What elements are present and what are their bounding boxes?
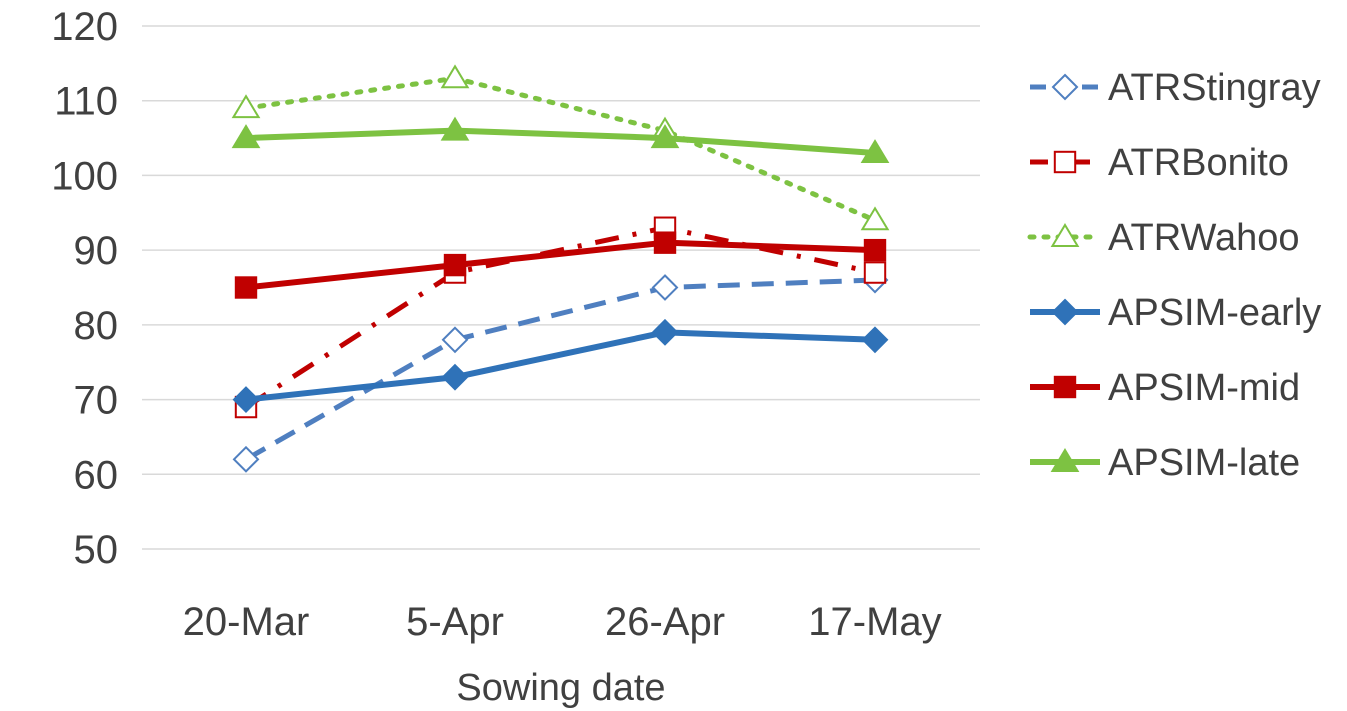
y-tick-label: 80 (74, 304, 119, 348)
legend-item: APSIM-late (1030, 442, 1300, 484)
series-line (245, 127, 876, 157)
data-point (861, 326, 889, 354)
x-axis-title: Sowing date (456, 667, 665, 709)
legend-item: ATRBonito (1030, 142, 1289, 184)
data-point (650, 124, 680, 149)
data-point (860, 139, 890, 164)
legend-item: ATRStingray (1030, 67, 1321, 109)
data-point (863, 238, 887, 262)
legend-marker (1050, 448, 1080, 472)
data-point (651, 318, 679, 346)
data-point (234, 276, 258, 299)
data-point (231, 94, 261, 119)
series-atrstingray (232, 266, 889, 473)
series-line (244, 225, 876, 410)
legend-label: APSIM-late (1108, 442, 1300, 484)
data-point (231, 124, 261, 149)
data-point (440, 116, 470, 141)
series-lines (231, 64, 890, 473)
legend-marker (1051, 73, 1079, 101)
data-point (651, 274, 679, 301)
legend: ATRStingray ATRBonito ATRWahoo APSIM-early A… (1027, 67, 1321, 484)
series-apsim-mid (234, 231, 887, 299)
data-point (863, 261, 887, 284)
x-tick-label: 17-May (808, 600, 941, 644)
legend-item: APSIM-early (1030, 292, 1321, 334)
y-tick-label: 100 (51, 154, 118, 198)
legend-label: APSIM-mid (1108, 367, 1300, 409)
x-tick-label: 5-Apr (406, 600, 504, 644)
series-line (245, 329, 876, 403)
series-apsim-late (231, 116, 890, 164)
legend-marker (1053, 150, 1077, 174)
data-point (441, 363, 469, 391)
x-tick-label: 20-Mar (183, 600, 310, 644)
y-tick-label: 70 (74, 379, 119, 423)
legend-marker (1050, 223, 1080, 247)
y-tick-label: 90 (74, 229, 119, 273)
data-point (232, 386, 260, 413)
series-line (245, 239, 876, 291)
y-tick-label: 60 (74, 453, 119, 497)
y-axis-tick-labels: 50 60 70 80 90 100 110 120 (51, 5, 118, 572)
legend-marker (1051, 298, 1079, 326)
data-point (860, 206, 890, 231)
data-point (441, 326, 469, 354)
legend-marker (1053, 375, 1077, 399)
series-apsim-early (232, 318, 889, 413)
y-tick-label: 120 (51, 5, 118, 49)
data-point (440, 64, 470, 89)
legend-item: APSIM-mid (1030, 367, 1300, 409)
y-tick-label: 110 (54, 80, 118, 124)
y-tick-label: 50 (74, 528, 119, 572)
legend-label: ATRStingray (1108, 67, 1321, 109)
legend-item: ATRWahoo (1027, 217, 1299, 259)
x-tick-label: 26-Apr (605, 600, 725, 644)
x-axis-tick-labels: 20-Mar 5-Apr 26-Apr 17-May (183, 600, 942, 644)
data-point (653, 231, 677, 254)
series-line (244, 277, 876, 462)
data-point (443, 253, 467, 277)
legend-label: ATRWahoo (1108, 217, 1299, 259)
legend-label: APSIM-early (1108, 292, 1321, 334)
series-atrwahoo (231, 64, 890, 231)
legend-label: ATRBonito (1108, 142, 1289, 184)
data-point (232, 445, 260, 473)
